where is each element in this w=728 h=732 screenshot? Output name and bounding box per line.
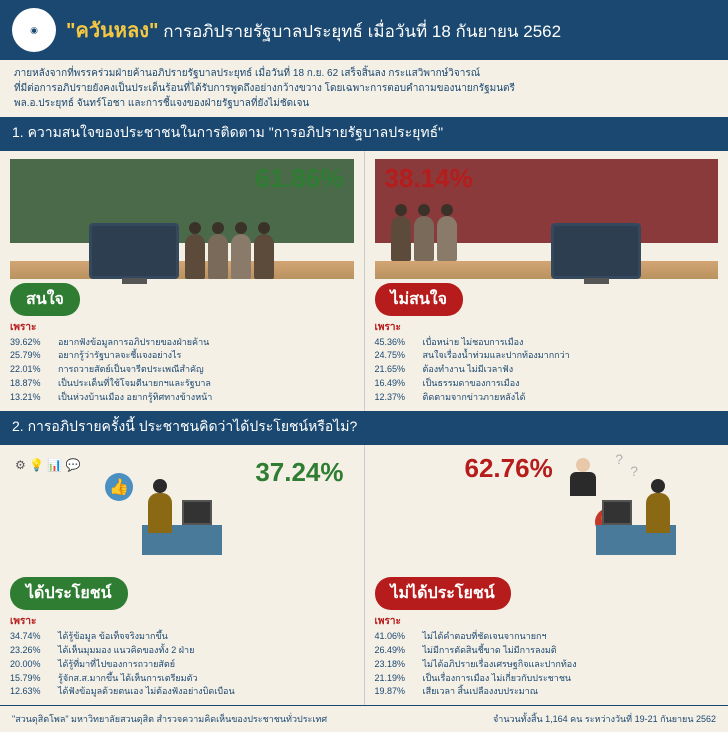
section1-right-panel: 38.14% ไม่สนใจ เพราะ 45.36%เบื่อหน่าย ไม… [365,151,728,411]
reasons-s1-left: เพราะ 39.62%อยากฟังข้อมูลการอภิปรายของฝ่… [10,320,354,405]
reason-label: เพราะ [375,616,401,627]
footer-sample: จำนวนทั้งสิ้น 1,164 คน ระหว่างวันที่ 19-… [493,712,716,726]
reason-label: เพราะ [10,322,36,333]
badge-interested: สนใจ [10,283,80,316]
footer-source: "สวนดุสิตโพล" มหาวิทยาลัยสวนดุสิต สำรวจค… [12,712,327,726]
badge-not-useful: ไม่ได้ประโยชน์ [375,577,511,610]
illustration-watching-tv: 61.86% [10,159,354,279]
reasons-s2-right: เพราะ 41.06%ไม่ได้คำตอบที่ชัดเจนจากนายกฯ… [375,614,719,699]
section2-row: ⚙ 💡 📊 💬 37.24% 👍 ได้ประโยชน์ เพราะ 34.74… [0,443,728,705]
illustration-useful: ⚙ 💡 📊 💬 37.24% 👍 [10,453,354,573]
intro-line2: ที่มีต่อการอภิปรายยังคงเป็นประเด็นร้อนที… [14,81,714,96]
intro-line1: ภายหลังจากที่พรรคร่วมฝ่ายค้านอภิปรายรัฐบ… [14,66,714,81]
boss-figure [568,458,598,496]
reason-label: เพราะ [10,616,36,627]
badge-not-interested: ไม่สนใจ [375,283,463,316]
intro-line3: พล.อ.ประยุทธ์ จันทร์โอชา และการชี้แจงของ… [14,96,714,111]
section1-left-panel: 61.86% สนใจ เพราะ 39.62%อยากฟังข้อมูลการ… [0,151,365,411]
reason-label: เพราะ [375,322,401,333]
footer: "สวนดุสิตโพล" มหาวิทยาลัยสวนดุสิต สำรวจค… [0,705,728,732]
thumbs-up-icon: 👍 [105,473,133,501]
badge-useful: ได้ประโยชน์ [10,577,128,610]
reasons-s2-left: เพราะ 34.74%ได้รู้ข้อมูล ข้อเท็จจริงมากข… [10,614,354,699]
illustration-not-watching: 38.14% [375,159,719,279]
section2-title: 2. การอภิปรายครั้งนี้ ประชาชนคิดว่าได้ปร… [0,411,728,443]
header: ◉ "ควันหลง" การอภิปรายรัฐบาลประยุทธ์ เมื… [0,0,728,60]
pct-useful: 37.24% [255,457,343,488]
section1-row: 61.86% สนใจ เพราะ 39.62%อยากฟังข้อมูลการ… [0,149,728,411]
reasons-s1-right: เพราะ 45.36%เบื่อหน่าย ไม่ชอบการเมือง 24… [375,320,719,405]
pct-not-interested: 38.14% [385,163,473,194]
illustration-not-useful: 62.76% ?? 👎 [375,453,719,573]
section1-title: 1. ความสนใจของประชาชนในการติดตาม "การอภิ… [0,117,728,149]
intro-text: ภายหลังจากที่พรรคร่วมฝ่ายค้านอภิปรายรัฐบ… [0,60,728,117]
section2-left-panel: ⚙ 💡 📊 💬 37.24% 👍 ได้ประโยชน์ เพราะ 34.74… [0,445,365,705]
header-title: "ควันหลง" การอภิปรายรัฐบาลประยุทธ์ เมื่อ… [66,14,716,46]
university-logo: ◉ [12,8,56,52]
title-rest: การอภิปรายรัฐบาลประยุทธ์ เมื่อวันที่ 18 … [163,22,561,41]
pct-interested: 61.86% [255,163,343,194]
section2-right-panel: 62.76% ?? 👎 ไม่ได้ประโยชน์ เพราะ 41.06%ไ… [365,445,728,705]
thought-icons: ⚙ 💡 📊 💬 [15,458,81,472]
title-quote: "ควันหลง" [66,20,158,42]
pct-not-useful: 62.76% [465,453,553,484]
